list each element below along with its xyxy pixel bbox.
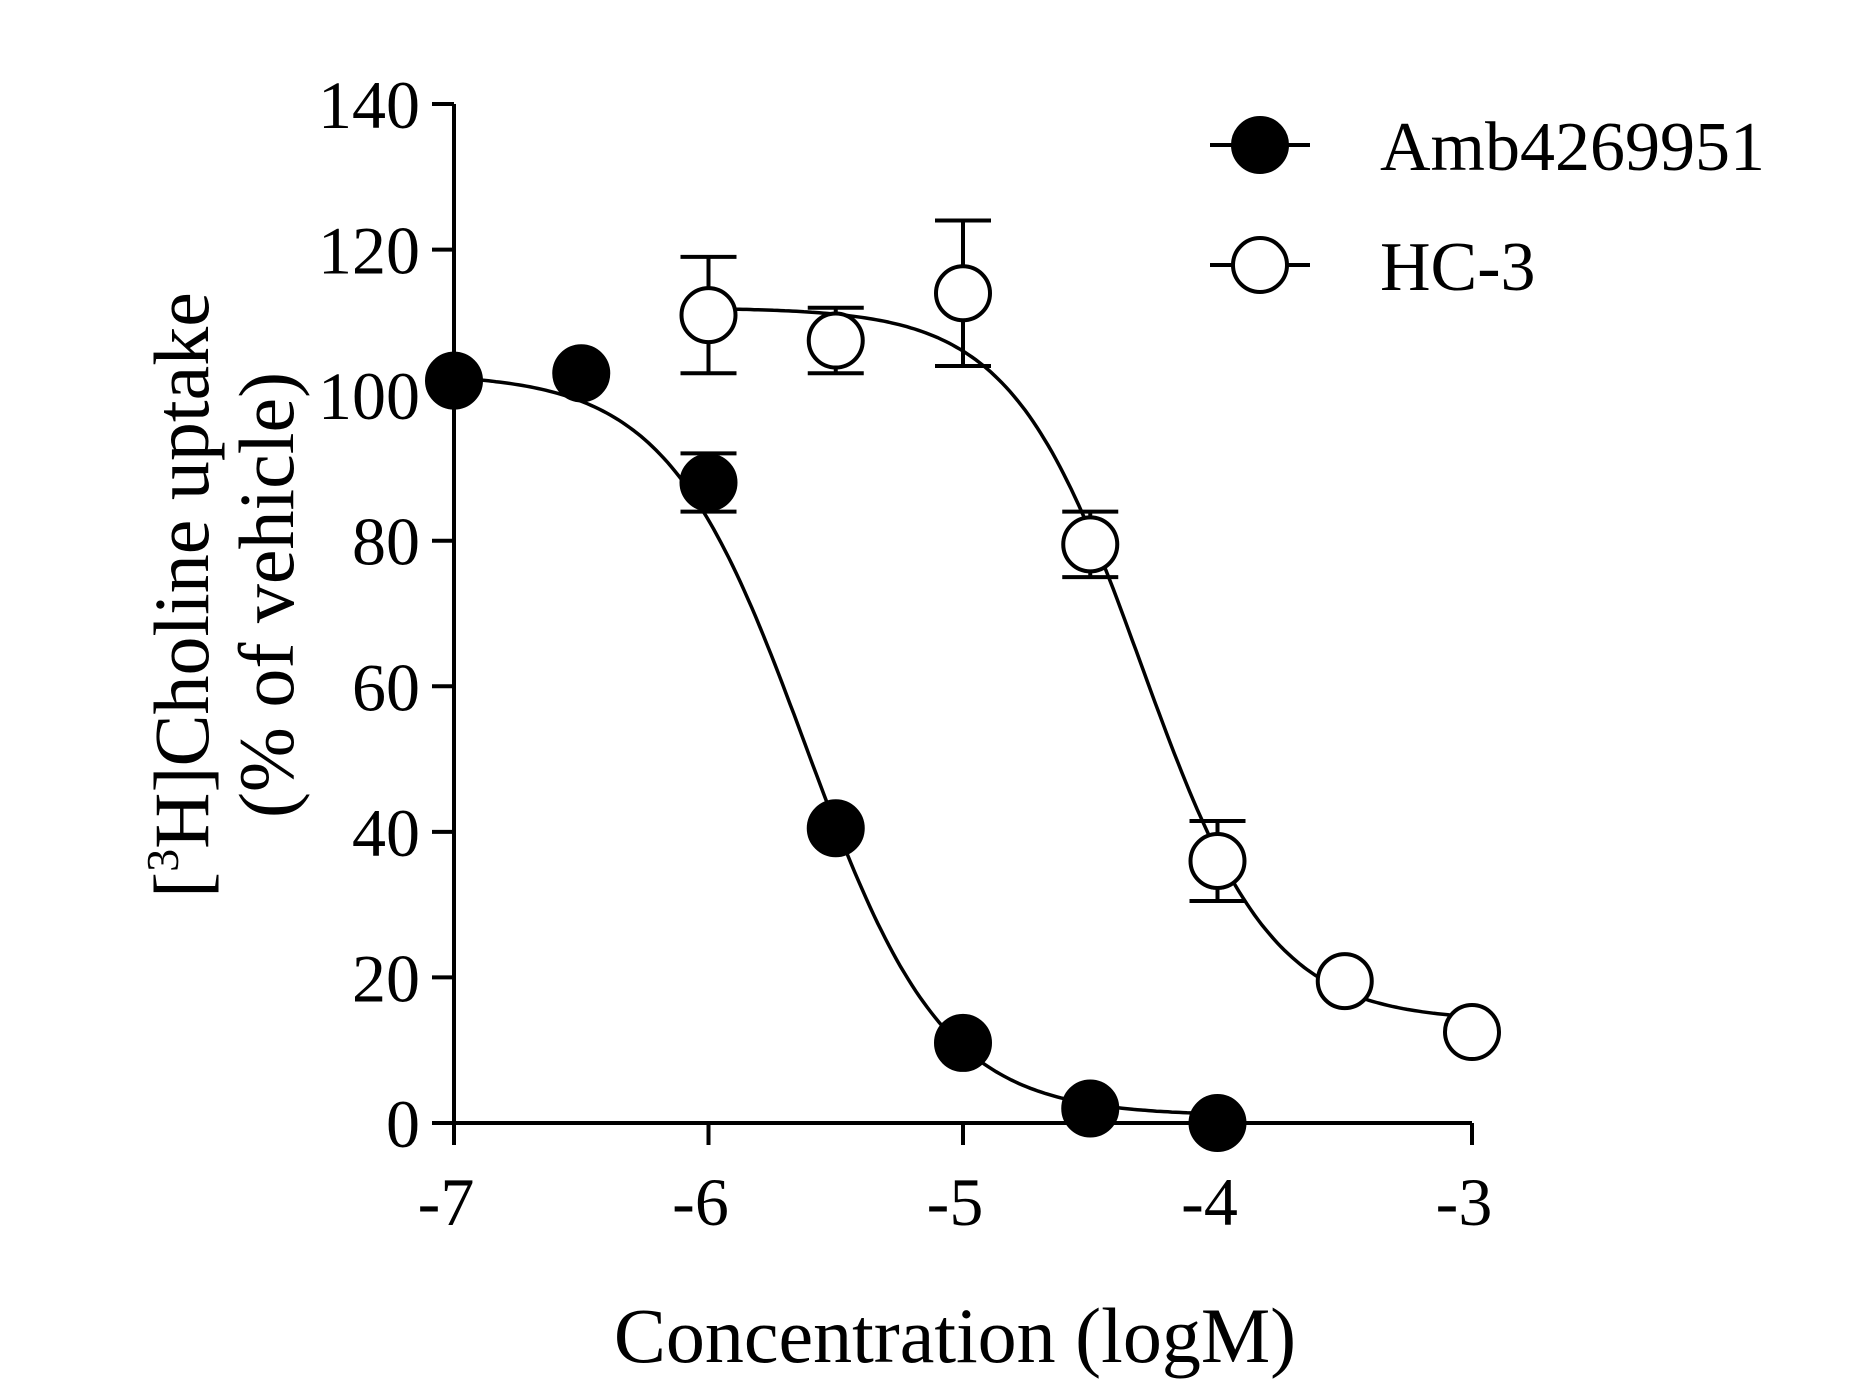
data-point-amb4269951 <box>806 799 865 858</box>
x-tick-label: -3 <box>1436 1164 1493 1240</box>
y-tick-label: 20 <box>352 940 420 1016</box>
x-tick-label: -4 <box>1181 1164 1238 1240</box>
legend-label-amb4269951: Amb4269951 <box>1380 109 1765 186</box>
y-tick-label: 0 <box>386 1086 420 1162</box>
y-tick-label: 120 <box>318 213 420 289</box>
x-tick-label: -7 <box>418 1164 475 1240</box>
data-point-amb4269951 <box>425 351 483 410</box>
y-axis-title: [3H]Choline uptake (% of vehicle) <box>137 292 310 898</box>
data-point-amb4269951 <box>552 344 611 403</box>
legend-item-amb4269951: Amb4269951 <box>1210 109 1765 186</box>
data-point-hc-3 <box>934 264 992 323</box>
legend-label-hc-3: HC-3 <box>1380 229 1536 306</box>
legend-marker-hc-3 <box>1231 236 1289 294</box>
axes: 0 20 40 60 80 100 120 140 -7 -6 -5 -4 -3 <box>318 67 1492 1240</box>
y-axis-ticks: 0 20 40 60 80 100 120 140 <box>318 67 454 1162</box>
data-point-hc-3 <box>679 286 738 345</box>
y-tick-label: 40 <box>352 795 420 871</box>
data-point-amb4269951 <box>934 1013 992 1072</box>
y-axis-title-line2: (% of vehicle) <box>223 372 310 818</box>
data-point-hc-3 <box>806 311 865 370</box>
y-axis-title-rest: H]Choline uptake <box>138 292 225 849</box>
data-point-hc-3 <box>1188 831 1247 890</box>
error-bars <box>680 218 1246 904</box>
x-axis-ticks: -7 -6 -5 -4 -3 <box>418 1123 1493 1240</box>
y-tick-label: 80 <box>352 504 420 580</box>
x-tick-label: -5 <box>927 1164 984 1240</box>
data-markers <box>425 264 1501 1152</box>
legend: Amb4269951 HC-3 <box>1210 109 1765 306</box>
data-point-hc-3 <box>1315 952 1374 1011</box>
x-axis-title: Concentration (logM) <box>614 1292 1296 1379</box>
y-axis-title-line1: [3H]Choline uptake <box>137 292 225 898</box>
y-tick-label: 100 <box>318 358 420 434</box>
data-point-amb4269951 <box>1188 1094 1247 1152</box>
data-point-amb4269951 <box>679 453 738 512</box>
data-point-hc-3 <box>1061 515 1120 574</box>
y-tick-label: 60 <box>352 649 420 725</box>
data-point-hc-3 <box>1443 1003 1501 1062</box>
y-axis-title-bracket: [ <box>138 872 225 898</box>
legend-marker-amb4269951 <box>1231 116 1289 174</box>
legend-item-hc-3: HC-3 <box>1210 229 1536 306</box>
y-tick-label: 140 <box>318 67 420 143</box>
x-tick-label: -6 <box>672 1164 729 1240</box>
data-point-amb4269951 <box>1061 1079 1120 1138</box>
fit-curve-amb4269951 <box>453 376 1218 1116</box>
fit-curve-hc-3 <box>708 306 1473 1019</box>
y-axis-title-superscript: 3 <box>137 849 188 872</box>
